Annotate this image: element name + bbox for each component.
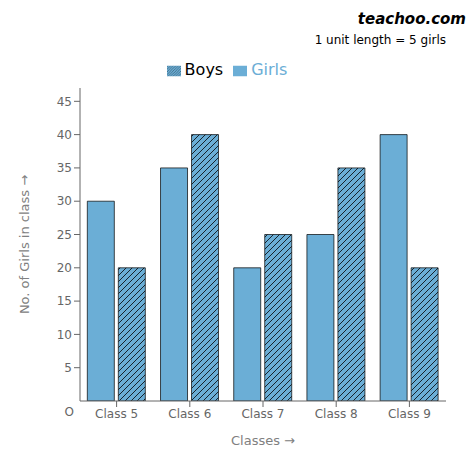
svg-text:20: 20 (57, 261, 72, 275)
svg-text:Class 6: Class 6 (168, 407, 211, 421)
html-text:teachoo.com: teachoo.com (357, 10, 466, 28)
svg-text:Class 8: Class 8 (315, 407, 358, 421)
svg-text:40: 40 (57, 128, 72, 142)
svg-text:25: 25 (57, 228, 72, 242)
html-text:1 unit length = 5 girls: 1 unit length = 5 girls (314, 33, 446, 47)
svg-text:Class 5: Class 5 (95, 407, 138, 421)
svg-text:No. of Girls in class →: No. of Girls in class → (17, 175, 32, 314)
svg-text:5: 5 (64, 361, 72, 375)
svg-text:45: 45 (57, 95, 72, 109)
html-text:Girls: Girls (251, 60, 288, 79)
svg-text:Classes →: Classes → (231, 433, 295, 448)
html-text:O: O (64, 405, 74, 419)
svg-text:Class 9: Class 9 (388, 407, 431, 421)
svg-text:30: 30 (57, 194, 72, 208)
svg-text:15: 15 (57, 294, 72, 308)
html-text:Boys: Boys (184, 60, 224, 79)
svg-text:10: 10 (57, 328, 72, 342)
svg-text:35: 35 (57, 161, 72, 175)
svg-text:Class 7: Class 7 (241, 407, 284, 421)
